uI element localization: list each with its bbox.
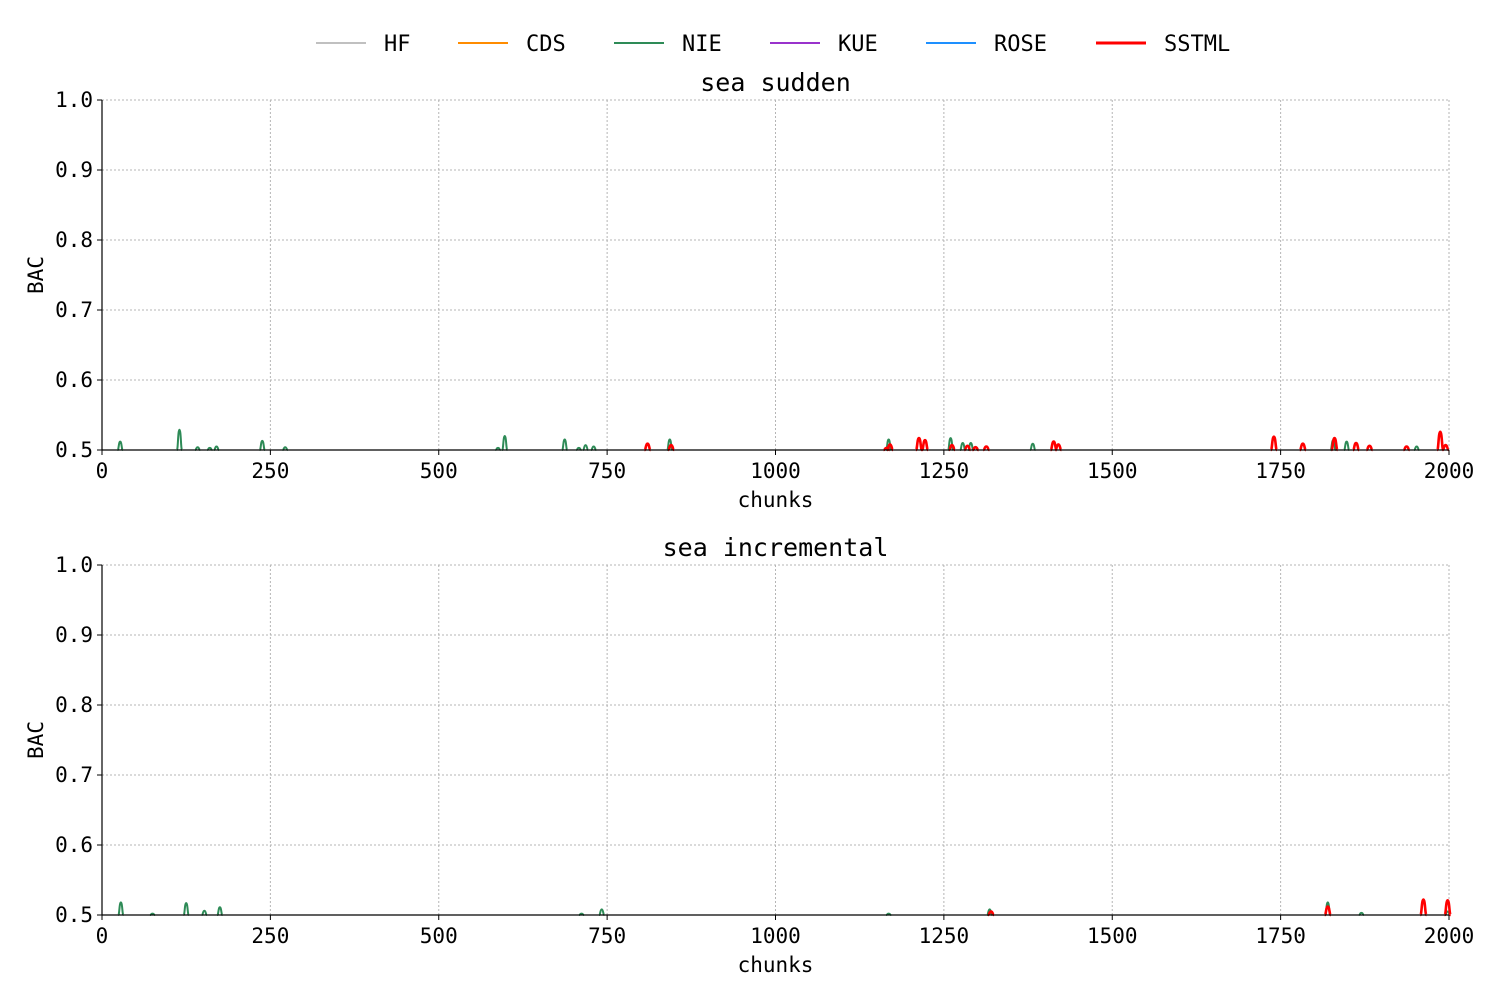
chart-panel-sea-sudden: sea sudden 0.5 0.6 0.7 0.8 0.9 1.0 0 250 500 750 10… — [24, 68, 1475, 512]
x-tick-label: 1750 — [1255, 924, 1306, 948]
legend-label-nie: NIE — [682, 32, 722, 57]
series-nie-peak — [1343, 440, 1351, 451]
legend-item-cds: CDS — [458, 32, 566, 57]
series-sstml-peak — [1054, 443, 1063, 452]
series-sstml-peak — [1435, 430, 1445, 452]
series-sstml-peak — [1352, 441, 1360, 452]
x-tick-label: 500 — [420, 924, 458, 948]
series-sstml-peak — [963, 444, 972, 452]
y-tick-label: 0.7 — [55, 763, 93, 787]
series-sstml-peak — [1443, 899, 1452, 917]
y-tick-label: 1.0 — [55, 553, 93, 577]
x-tick-label: 250 — [251, 924, 289, 948]
grid-lines — [102, 564, 1450, 916]
x-tick-label: 1250 — [919, 459, 970, 483]
series-nie-peak — [201, 909, 208, 916]
x-tick-label: 750 — [588, 459, 626, 483]
series-nie-peak — [117, 901, 125, 916]
y-tick-label: 0.9 — [55, 623, 93, 647]
series-group — [117, 898, 1452, 917]
y-tick-label: 0.8 — [55, 228, 93, 252]
legend-label-cds: CDS — [526, 32, 566, 57]
series-nie-peak — [258, 439, 266, 451]
chart-title: sea sudden — [700, 68, 851, 97]
legend-item-hf: HF — [316, 32, 411, 57]
y-tick-label: 1.0 — [55, 88, 93, 112]
y-tick-label: 0.9 — [55, 158, 93, 182]
x-tick-label: 1250 — [919, 924, 970, 948]
series-sstml-peak — [1403, 445, 1411, 452]
x-tick-label: 500 — [420, 459, 458, 483]
x-tick-label: 1500 — [1087, 459, 1138, 483]
x-tick-label: 1750 — [1255, 459, 1306, 483]
series-nie-peak — [598, 908, 605, 916]
series-nie-peak — [116, 440, 124, 451]
y-tick-label: 0.6 — [55, 833, 93, 857]
series-sstml-peak — [948, 443, 956, 452]
series-sstml-peak — [920, 438, 930, 452]
series-nie-peak — [175, 428, 184, 451]
series-sstml-peak — [667, 443, 675, 452]
x-axis-label: chunks — [738, 488, 814, 512]
series-sstml-peak — [1323, 905, 1333, 917]
series-sstml-peak — [886, 443, 894, 452]
y-tick-label: 0.7 — [55, 298, 93, 322]
y-tick-label: 0.6 — [55, 368, 93, 392]
series-sstml-peak — [982, 445, 990, 452]
legend-label-kue: KUE — [838, 32, 878, 57]
series-sstml-peak — [1299, 442, 1307, 452]
y-axis-label: BAC — [24, 256, 48, 294]
series-sstml-peak — [1441, 443, 1450, 452]
x-tick-label: 750 — [588, 924, 626, 948]
chart-panel-sea-incremental: sea incremental 0.5 0.6 0.7 0.8 0.9 1.0 0 250 500… — [24, 533, 1475, 977]
chart-title: sea incremental — [663, 533, 889, 562]
x-tick-label: 2000 — [1424, 924, 1475, 948]
series-sstml-peak — [1269, 435, 1279, 452]
series-nie-peak — [1029, 442, 1036, 451]
legend-label-sstml: SSTML — [1164, 32, 1230, 57]
series-nie-peak — [182, 902, 190, 916]
y-tick-label: 0.8 — [55, 693, 93, 717]
series-sstml-peak — [643, 442, 652, 452]
series-sstml-peak — [1330, 436, 1339, 452]
legend-item-nie: NIE — [614, 32, 722, 57]
grid-lines — [102, 99, 1450, 451]
x-tick-label: 0 — [96, 459, 109, 483]
series-nie-peak — [582, 444, 589, 451]
legend-label-hf: HF — [384, 32, 411, 57]
x-tick-label: 2000 — [1424, 459, 1475, 483]
legend-item-kue: KUE — [770, 32, 878, 57]
series-group — [116, 428, 1450, 452]
series-sstml-peak — [987, 910, 995, 917]
chart-legend: HF CDS NIE KUE ROSE SSTML — [316, 32, 1230, 57]
y-axis-label: BAC — [24, 721, 48, 759]
x-tick-label: 1000 — [750, 459, 801, 483]
series-nie-peak — [986, 908, 993, 916]
legend-item-sstml: SSTML — [1096, 32, 1230, 57]
x-tick-label: 0 — [96, 924, 109, 948]
series-nie-peak — [561, 438, 569, 451]
y-tick-label: 0.5 — [55, 438, 93, 462]
legend-label-rose: ROSE — [994, 32, 1047, 57]
series-nie-peak — [216, 906, 224, 916]
series-nie-peak — [1413, 445, 1420, 451]
series-sstml-peak — [914, 436, 924, 452]
series-sstml-peak — [1419, 898, 1428, 917]
x-tick-label: 1000 — [750, 924, 801, 948]
series-nie-peak — [213, 445, 220, 451]
series-nie-peak — [590, 445, 597, 451]
legend-item-rose: ROSE — [926, 32, 1047, 57]
series-sstml-peak — [1365, 444, 1374, 452]
series-nie-peak — [501, 435, 509, 451]
x-tick-label: 250 — [251, 459, 289, 483]
y-tick-label: 0.5 — [55, 903, 93, 927]
x-tick-label: 1500 — [1087, 924, 1138, 948]
x-axis-label: chunks — [738, 953, 814, 977]
